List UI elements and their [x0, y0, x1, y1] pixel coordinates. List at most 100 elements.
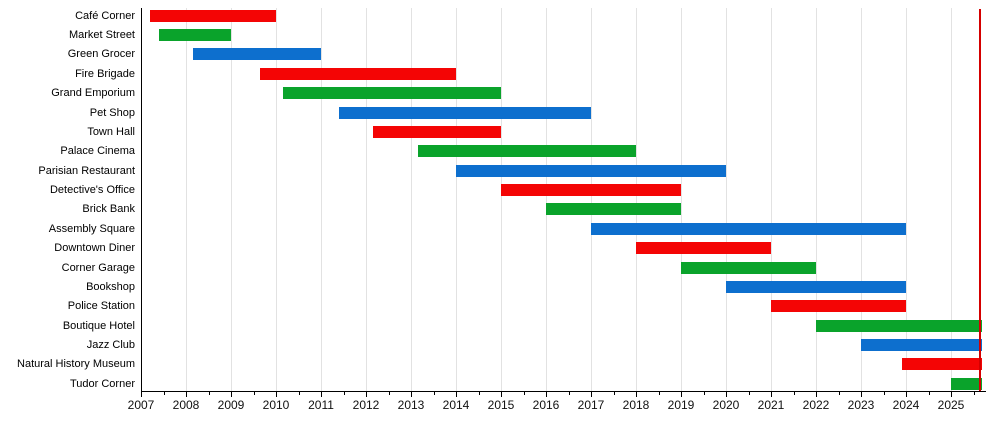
x-axis-year-label: 2010: [262, 398, 290, 412]
row-label: Bookshop: [86, 280, 135, 293]
row-label: Green Grocer: [67, 48, 135, 61]
x-axis-spine: [141, 391, 986, 393]
row-label: Jazz Club: [86, 338, 135, 351]
row-label: Brick Bank: [82, 203, 135, 216]
minor-tick: [478, 391, 480, 395]
minor-tick: [613, 391, 615, 395]
minor-tick: [658, 391, 660, 395]
timeline-bar: [339, 106, 591, 119]
timeline-bar: [282, 87, 501, 100]
year-gridline: [951, 8, 952, 391]
row-label: Parisian Restaurant: [38, 164, 135, 177]
timeline-bar: [726, 280, 906, 293]
year-gridline: [591, 8, 592, 391]
year-gridline: [771, 8, 772, 391]
year-gridline: [816, 8, 817, 391]
timeline-bar: [260, 67, 456, 80]
major-tick: [816, 391, 817, 397]
minor-tick: [298, 391, 300, 395]
timeline-bar: [816, 319, 983, 332]
major-tick: [411, 391, 412, 397]
minor-tick: [928, 391, 930, 395]
x-axis-year-label: 2022: [802, 398, 830, 412]
x-axis-year-label: 2014: [442, 398, 470, 412]
x-axis-year-label: 2019: [667, 398, 695, 412]
timeline-bar: [150, 9, 276, 22]
major-tick: [771, 391, 772, 397]
major-tick: [141, 391, 142, 397]
major-tick: [366, 391, 367, 397]
minor-tick: [838, 391, 840, 395]
minor-tick: [163, 391, 165, 395]
major-tick: [321, 391, 322, 397]
minor-tick: [343, 391, 345, 395]
major-tick: [861, 391, 862, 397]
row-label: Town Hall: [87, 125, 135, 138]
x-axis-year-label: 2018: [622, 398, 650, 412]
row-label: Natural History Museum: [17, 358, 135, 371]
timeline-bar: [636, 242, 771, 255]
major-tick: [681, 391, 682, 397]
major-tick: [951, 391, 952, 397]
year-gridline: [906, 8, 907, 391]
x-axis-year-label: 2017: [577, 398, 605, 412]
row-label: Pet Shop: [89, 106, 135, 119]
year-gridline: [861, 8, 862, 391]
row-label: Assembly Square: [48, 222, 135, 235]
x-axis-year-label: 2016: [532, 398, 560, 412]
minor-tick: [793, 391, 795, 395]
minor-tick: [973, 391, 975, 395]
today-line: [978, 9, 981, 391]
major-tick: [906, 391, 907, 397]
timeline-bar: [417, 145, 636, 158]
year-gridline: [636, 8, 637, 391]
timeline-bar: [681, 261, 816, 274]
x-axis-year-label: 2020: [712, 398, 740, 412]
row-label: Market Street: [68, 29, 135, 42]
year-gridline: [456, 8, 457, 391]
row-label: Grand Emporium: [51, 87, 135, 100]
y-axis-spine: [141, 8, 143, 391]
major-tick: [636, 391, 637, 397]
minor-tick: [433, 391, 435, 395]
minor-tick: [523, 391, 525, 395]
row-label: Downtown Diner: [54, 242, 135, 255]
row-label: Tudor Corner: [69, 377, 135, 390]
x-axis-year-label: 2012: [352, 398, 380, 412]
major-tick: [501, 391, 502, 397]
x-axis-year-label: 2009: [217, 398, 245, 412]
major-tick: [456, 391, 457, 397]
major-tick: [546, 391, 547, 397]
row-label: Fire Brigade: [75, 67, 135, 80]
row-label: Café Corner: [75, 9, 135, 22]
row-label: Palace Cinema: [60, 145, 135, 158]
major-tick: [276, 391, 277, 397]
row-label: Police Station: [67, 300, 135, 313]
x-axis-year-label: 2007: [127, 398, 155, 412]
year-gridline: [366, 8, 367, 391]
row-label: Detective's Office: [49, 184, 135, 197]
timeline-bar: [159, 29, 231, 42]
year-gridline: [681, 8, 682, 391]
year-gridline: [411, 8, 412, 391]
minor-tick: [208, 391, 210, 395]
timeline-bar: [192, 48, 321, 61]
minor-tick: [568, 391, 570, 395]
year-gridline: [546, 8, 547, 391]
year-gridline: [276, 8, 277, 391]
timeline-bar: [591, 222, 906, 235]
year-gridline: [186, 8, 187, 391]
row-label: Corner Garage: [61, 261, 135, 274]
x-axis-year-label: 2024: [892, 398, 920, 412]
x-axis-year-label: 2023: [847, 398, 875, 412]
minor-tick: [748, 391, 750, 395]
timeline-bar: [372, 125, 501, 138]
x-axis-year-label: 2021: [757, 398, 785, 412]
timeline-bar: [546, 203, 681, 216]
x-axis-year-label: 2025: [937, 398, 965, 412]
row-label: Boutique Hotel: [62, 319, 135, 332]
year-gridline: [321, 8, 322, 391]
major-tick: [231, 391, 232, 397]
major-tick: [186, 391, 187, 397]
